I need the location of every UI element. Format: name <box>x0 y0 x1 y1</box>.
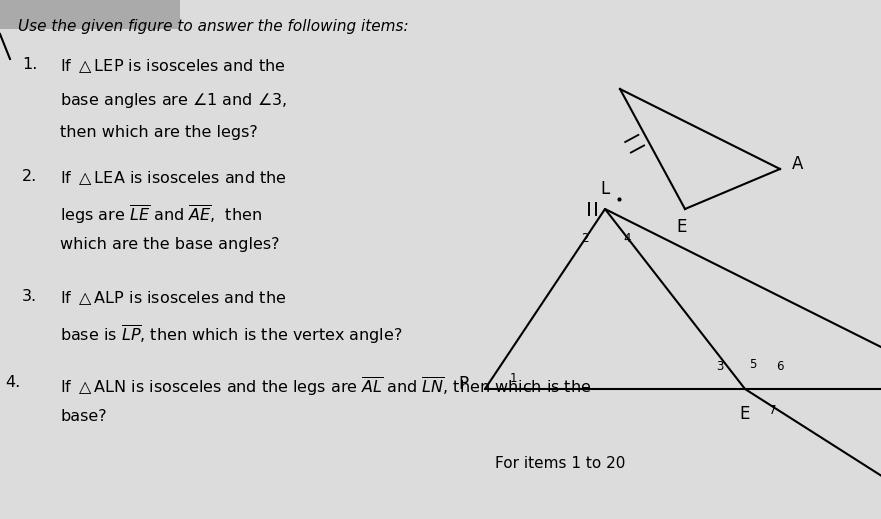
Text: then which are the legs?: then which are the legs? <box>60 125 258 140</box>
Text: 4.: 4. <box>5 375 20 390</box>
Text: Use the given figure to answer the following items:: Use the given figure to answer the follo… <box>18 19 409 34</box>
Text: base?: base? <box>60 409 107 424</box>
Text: A: A <box>792 155 803 173</box>
Text: 2.: 2. <box>22 169 37 184</box>
Text: P: P <box>458 375 468 393</box>
Bar <box>0 0 180 29</box>
Text: base is $\overline{LP}$, then which is the vertex angle?: base is $\overline{LP}$, then which is t… <box>60 323 403 346</box>
Text: 6: 6 <box>776 361 784 374</box>
Text: If $\triangle$LEA is isosceles and the: If $\triangle$LEA is isosceles and the <box>60 169 287 187</box>
Text: 2: 2 <box>581 233 589 245</box>
Text: L: L <box>600 180 610 198</box>
Text: If $\triangle$ALN is isosceles and the legs are $\overline{AL}$ and $\overline{L: If $\triangle$ALN is isosceles and the l… <box>60 375 591 398</box>
Text: 1: 1 <box>509 373 517 386</box>
Text: E: E <box>677 218 687 236</box>
Text: If $\triangle$ALP is isosceles and the: If $\triangle$ALP is isosceles and the <box>60 289 286 307</box>
Text: 7: 7 <box>769 404 777 417</box>
Text: 4: 4 <box>623 233 631 245</box>
Text: E: E <box>740 405 751 423</box>
Text: 5: 5 <box>750 359 757 372</box>
Text: 3: 3 <box>716 361 723 374</box>
Text: For items 1 to 20: For items 1 to 20 <box>495 457 626 471</box>
Text: If $\triangle$LEP is isosceles and the: If $\triangle$LEP is isosceles and the <box>60 57 285 75</box>
Text: 1.: 1. <box>22 57 37 72</box>
Text: legs are $\overline{LE}$ and $\overline{AE}$,  then: legs are $\overline{LE}$ and $\overline{… <box>60 203 262 226</box>
Text: which are the base angles?: which are the base angles? <box>60 237 279 252</box>
Text: 3.: 3. <box>22 289 37 304</box>
Text: base angles are $\angle$1 and $\angle$3,: base angles are $\angle$1 and $\angle$3, <box>60 91 287 110</box>
